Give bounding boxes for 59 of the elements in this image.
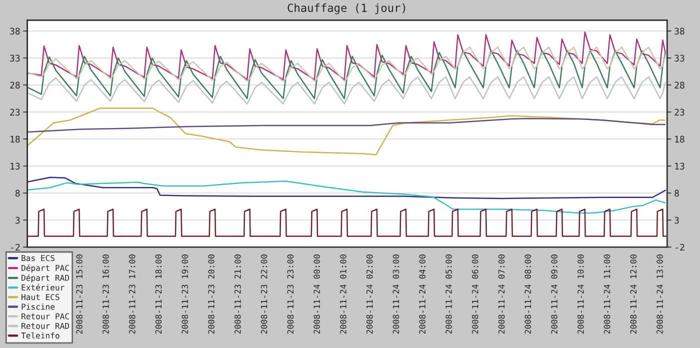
legend-label: Départ RAD — [22, 274, 70, 282]
y2-tick-label: 28 — [674, 82, 684, 89]
x-tick-label: 2008-11-24 11:00 — [604, 254, 610, 334]
y-tick-label: 38 — [10, 28, 20, 35]
y2-tick-label: -2 — [676, 244, 684, 251]
line-series — [28, 180, 666, 214]
x-tick-label: 2008-11-24 00:00 — [314, 254, 320, 334]
legend-label: Piscine — [22, 303, 55, 310]
x-tick-label: 2008-11-23 16:00 — [102, 254, 109, 334]
y-tick-label: 3 — [16, 216, 20, 224]
line-series — [28, 176, 666, 200]
legend-label: Haut ECS — [22, 294, 60, 300]
y-tick-label: 28 — [10, 82, 20, 89]
x-tick-label: 2008-11-23 18:00 — [155, 254, 162, 334]
x-tick-label: 2008-11-24 09:00 — [551, 254, 558, 334]
x-tick-label: 2008-11-23 20:00 — [208, 254, 214, 334]
line-series — [28, 118, 666, 133]
y-tick-label: 23 — [10, 108, 20, 116]
x-tick-label: 2008-11-23 15:00 — [76, 254, 83, 334]
x-tick-label: 2008-11-24 01:00 — [340, 254, 346, 334]
x-tick-label: 2008-11-23 21:00 — [234, 254, 241, 334]
x-tick-label: 2008-11-24 05:00 — [446, 254, 452, 334]
y-tick-label: -2 — [11, 244, 20, 251]
y-tick-label: 13 — [10, 162, 20, 170]
legend-label: Extérieur — [22, 284, 64, 290]
y2-tick-label: 23 — [674, 108, 684, 116]
y2-tick-label: 13 — [675, 162, 684, 170]
x-tick-label: 2008-11-23 22:00 — [260, 254, 268, 334]
x-tick-label: 2008-11-24 08:00 — [524, 254, 532, 334]
x-tick-label: 2008-11-24 07:00 — [498, 254, 505, 334]
line-series — [28, 31, 666, 80]
legend-label: Retour PAC — [22, 313, 69, 320]
x-tick-label: 2008-11-24 03:00 — [392, 254, 400, 334]
x-tick-label: 2008-11-24 13:00 — [656, 254, 663, 334]
x-tick-label: 2008-11-24 10:00 — [577, 254, 584, 334]
y-tick-label: 33 — [10, 54, 20, 62]
x-tick-label: 2008-11-24 12:00 — [630, 254, 637, 334]
y-tick-label: 18 — [10, 136, 20, 143]
y2-tick-label: 38 — [674, 28, 684, 35]
x-tick-label: 2008-11-23 17:00 — [128, 254, 136, 334]
legend-label: Teleinfo — [21, 332, 60, 339]
line-series — [28, 76, 666, 105]
y2-tick-label: 3 — [674, 216, 679, 224]
y-tick-label: 8 — [15, 190, 20, 197]
y2-tick-label: 18 — [675, 136, 684, 143]
legend-label: Retour RAD — [22, 322, 70, 329]
line-series — [28, 50, 666, 100]
y2-tick-label: 33 — [674, 54, 684, 62]
x-tick-label: 2008-11-24 02:00 — [366, 254, 373, 334]
line-series — [28, 46, 666, 82]
y2-tick-label: 8 — [674, 190, 679, 197]
legend-label: Départ PAC — [22, 264, 69, 273]
x-tick-label: 2008-11-23 23:00 — [287, 254, 294, 334]
x-tick-label: 2008-11-23 19:00 — [182, 254, 188, 334]
line-series — [28, 108, 666, 156]
legend-label: Bas ECS — [22, 255, 54, 262]
x-tick-label: 2008-11-24 06:00 — [472, 254, 478, 334]
x-tick-label: 2008-11-24 04:00 — [419, 254, 426, 334]
chart-title: Chauffage (1 jour) — [288, 3, 406, 14]
